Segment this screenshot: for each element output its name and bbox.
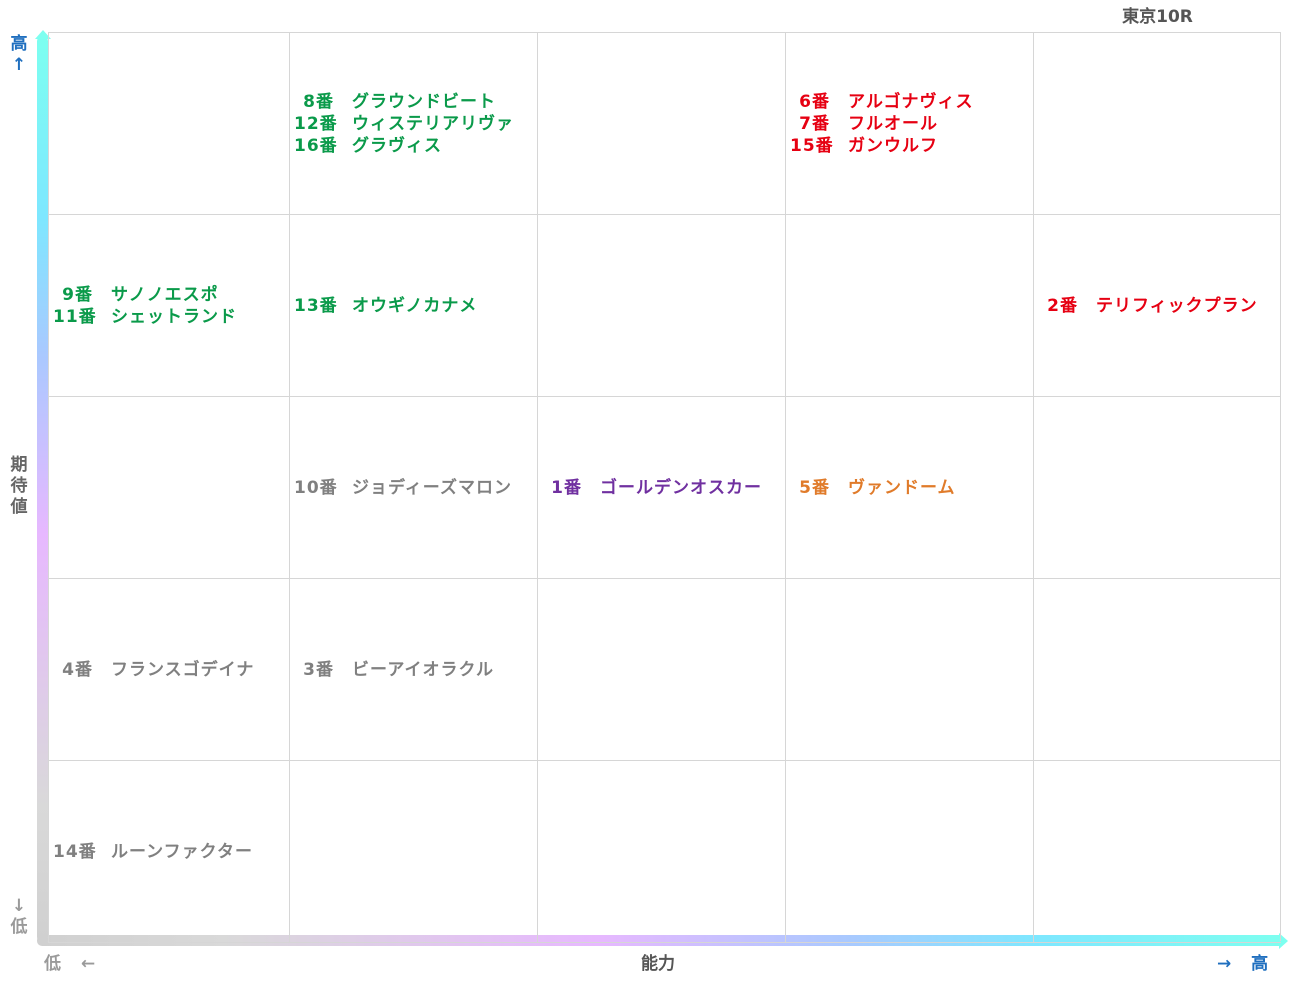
x-axis-title: 能力	[641, 954, 675, 974]
horse-number: 15番	[790, 135, 834, 156]
y-axis-low-label: ↓ 低	[8, 896, 30, 938]
horse-entry: 12番 ウィステリアリヴァ	[294, 113, 537, 135]
grid-cell-x3-y2	[537, 579, 785, 761]
horse-number: 8番	[303, 91, 334, 112]
horse-number: 13番	[294, 295, 338, 316]
horse-name: ガンウルフ	[848, 135, 938, 156]
grid-cell-x2-y2: 3番 ビーアイオラクル	[289, 579, 537, 761]
grid-cell-x4-y3: 5番 ヴァンドーム	[785, 397, 1033, 579]
horse-name: テリフィックプラン	[1096, 295, 1258, 316]
horse-name: フランスゴデイナ	[111, 659, 255, 680]
grid-cell-x4-y4	[785, 215, 1033, 397]
horse-entry: 8番 グラウンドビート	[294, 91, 537, 113]
right-arrow-icon: →	[1217, 954, 1232, 974]
horse-name: ウィステリアリヴァ	[352, 113, 514, 134]
grid-cell-x1-y3	[48, 397, 289, 579]
grid-cell-x1-y2: 4番 フランスゴデイナ	[48, 579, 289, 761]
horse-name: アルゴナヴィス	[848, 91, 974, 112]
horse-number: 12番	[294, 113, 338, 134]
y-axis-arrowhead	[35, 30, 51, 39]
horse-number: 2番	[1047, 295, 1078, 316]
horse-entry: 1番 ゴールデンオスカー	[542, 477, 785, 499]
x-low-text: 低	[44, 954, 61, 974]
horse-entry: 2番 テリフィックプラン	[1038, 295, 1281, 317]
grid-cell-x4-y1	[785, 761, 1033, 943]
grid-cell-x2-y5: 8番 グラウンドビート 12番 ウィステリアリヴァ 16番 グラヴィス	[289, 33, 537, 215]
grid-cell-x5-y4: 2番 テリフィックプラン	[1033, 215, 1281, 397]
up-arrow-icon: ↑	[11, 55, 27, 75]
horse-name: シェットランド	[111, 306, 237, 327]
y-high-text: 高	[10, 34, 28, 54]
horse-number: 11番	[53, 306, 97, 327]
grid-cell-x1-y5	[48, 33, 289, 215]
horse-entry: 16番 グラヴィス	[294, 135, 537, 157]
y-low-text: 低	[10, 917, 28, 937]
grid-cell-x5-y5	[1033, 33, 1281, 215]
horse-entry: 7番 フルオール	[790, 113, 1033, 135]
horse-number: 10番	[294, 477, 338, 498]
y-axis-title-text: 期待値	[10, 455, 28, 517]
horse-number: 14番	[53, 841, 97, 862]
horse-entry: 15番 ガンウルフ	[790, 135, 1033, 157]
horse-entry: 5番 ヴァンドーム	[790, 477, 1033, 499]
horse-name: ゴールデンオスカー	[600, 477, 762, 498]
down-arrow-icon: ↓	[11, 896, 27, 916]
matrix-grid: 8番 グラウンドビート 12番 ウィステリアリヴァ 16番 グラヴィス 6番 アルゴナヴィス 7…	[48, 32, 1281, 943]
y-axis-high-label: 高 ↑	[8, 34, 30, 76]
x-axis-high-label: → 高	[1217, 953, 1268, 975]
x-axis-low-label: 低 ←	[44, 953, 95, 975]
horse-name: ヴァンドーム	[848, 477, 956, 498]
horse-number: 7番	[799, 113, 830, 134]
horse-entry: 13番 オウギノカナメ	[294, 295, 537, 317]
grid-cell-x1-y1: 14番 ルーンファクター	[48, 761, 289, 943]
grid-cell-x4-y5: 6番 アルゴナヴィス 7番 フルオール 15番 ガンウルフ	[785, 33, 1033, 215]
grid-cell-x3-y4	[537, 215, 785, 397]
horse-entry: 6番 アルゴナヴィス	[790, 91, 1033, 113]
horse-name: グラヴィス	[352, 135, 442, 156]
horse-number: 16番	[294, 135, 338, 156]
horse-number: 1番	[551, 477, 582, 498]
horse-name: フルオール	[848, 113, 938, 134]
grid-cell-x4-y2	[785, 579, 1033, 761]
horse-entry: 3番 ビーアイオラクル	[294, 659, 537, 681]
horse-entry: 4番 フランスゴデイナ	[53, 659, 289, 681]
horse-name: サノノエスポ	[111, 284, 219, 305]
grid-cell-x3-y5	[537, 33, 785, 215]
horse-name: ジョディーズマロン	[352, 477, 512, 498]
grid-cell-x3-y3: 1番 ゴールデンオスカー	[537, 397, 785, 579]
grid-cell-x2-y1	[289, 761, 537, 943]
x-axis-line	[37, 935, 1284, 946]
grid-cell-x5-y2	[1033, 579, 1281, 761]
horse-entry: 10番 ジョディーズマロン	[294, 477, 537, 499]
horse-number: 3番	[303, 659, 334, 680]
grid-cell-x2-y3: 10番 ジョディーズマロン	[289, 397, 537, 579]
horse-name: ビーアイオラクル	[352, 659, 494, 680]
horse-name: オウギノカナメ	[352, 295, 478, 316]
horse-entry: 9番 サノノエスポ	[53, 284, 289, 306]
grid-cell-x2-y4: 13番 オウギノカナメ	[289, 215, 537, 397]
x-high-text: 高	[1251, 954, 1269, 974]
grid-cell-x1-y4: 9番 サノノエスポ 11番 シェットランド	[48, 215, 289, 397]
y-axis-title: 期待値	[8, 455, 30, 518]
grid-cell-x3-y1	[537, 761, 785, 943]
horse-name: ルーンファクター	[111, 841, 253, 862]
horse-entry: 14番 ルーンファクター	[53, 841, 289, 863]
x-axis-arrowhead	[1279, 933, 1288, 949]
horse-number: 5番	[799, 477, 830, 498]
horse-name: グラウンドビート	[352, 91, 496, 112]
y-axis-line	[37, 36, 48, 942]
grid-cell-x5-y3	[1033, 397, 1281, 579]
horse-number: 6番	[799, 91, 830, 112]
horse-entry: 11番 シェットランド	[53, 306, 289, 328]
horse-number: 9番	[62, 284, 93, 305]
grid-cell-x5-y1	[1033, 761, 1281, 943]
page-title: 東京10R	[1122, 7, 1193, 27]
left-arrow-icon: ←	[80, 954, 96, 974]
horse-number: 4番	[62, 659, 93, 680]
